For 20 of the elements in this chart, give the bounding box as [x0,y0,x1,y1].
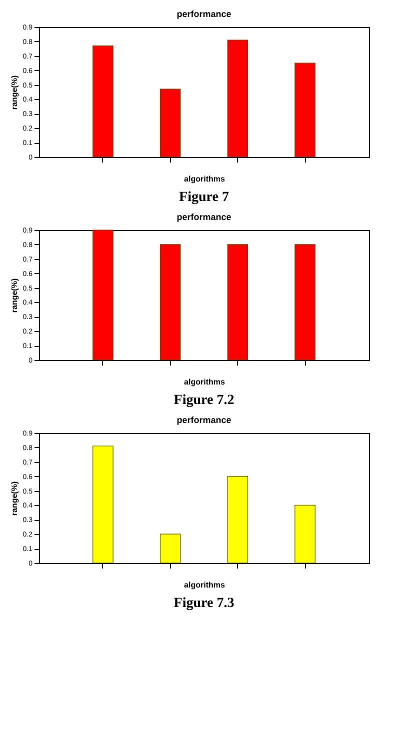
bar [160,534,181,564]
bar [227,476,248,564]
x-axis-title: algorithms [184,580,226,590]
bar [160,88,181,158]
x-axis-title: algorithms [184,174,226,184]
x-axis-title: algorithms [184,378,226,386]
bar [92,446,114,564]
bar [294,504,316,564]
y-axis-title: range(%) [10,75,19,110]
caption: Figure 7.2 [174,393,234,408]
bar [92,45,114,158]
y-axis-title: range(%) [10,278,19,313]
chart-title: performance [176,9,232,19]
caption: Figure 7.3 [174,596,234,611]
chart-title: performance [176,212,232,222]
bar [294,62,316,158]
bar [227,40,248,158]
chart-title: performance [176,415,232,425]
y-axis-title: range(%) [10,481,19,516]
caption: Figure 7 [179,190,229,205]
